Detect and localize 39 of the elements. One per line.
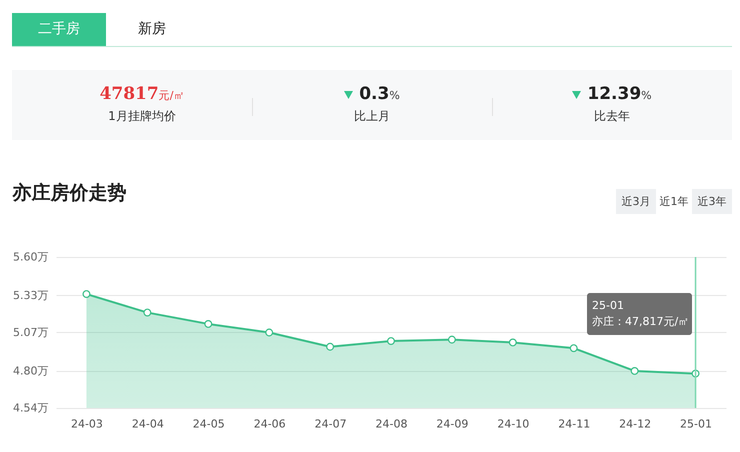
text: 0.3% (359, 84, 400, 104)
text: 近1年 (658, 194, 690, 210)
text: 47817元/㎡ (100, 84, 184, 104)
y-tick-label: 4.80万 (13, 364, 48, 378)
text: 二手房 (12, 13, 106, 46)
x-tick-label: 24-03 (70, 418, 103, 430)
x-tick-label: 24-04 (132, 418, 164, 430)
x-tick-label: 25-01 (680, 418, 712, 430)
x-tick-label: 24-05 (192, 418, 225, 430)
x-tick-label: 24-11 (558, 418, 590, 430)
x-tick-label: 24-07 (314, 418, 347, 430)
point (387, 337, 395, 345)
point (448, 336, 456, 344)
y-tick-label: 5.60万 (13, 250, 48, 264)
chart-title: 亦庄房价走势 (12, 182, 127, 204)
point (82, 290, 90, 298)
x-tick-label: 24-06 (254, 418, 286, 430)
text: 1月挂牌均价 (107, 108, 177, 125)
text: 新房 (137, 20, 167, 39)
x-tick-label: 24-08 (376, 418, 408, 430)
point (508, 338, 517, 346)
text: 近3年 (692, 189, 732, 214)
text: 12.39% (587, 84, 652, 104)
text: 近3月 (616, 189, 656, 214)
point (570, 344, 578, 352)
x-tick-label: 24-10 (497, 418, 530, 430)
text: 比去年 (593, 108, 631, 125)
y-tick-label: 5.07万 (13, 326, 48, 339)
annotation: 25-01 亦庄：47,817元/㎡ (592, 299, 690, 328)
point (326, 342, 334, 351)
x-tick-label: 24-09 (436, 418, 468, 430)
x-tick-label: 24-12 (619, 418, 652, 430)
y-tick-label: 4.54万 (13, 402, 48, 414)
point (265, 328, 274, 336)
y-tick-label: 5.33万 (13, 288, 48, 302)
point (630, 367, 639, 375)
point (204, 320, 212, 328)
text: 比上月 (353, 108, 391, 125)
point (143, 308, 152, 317)
